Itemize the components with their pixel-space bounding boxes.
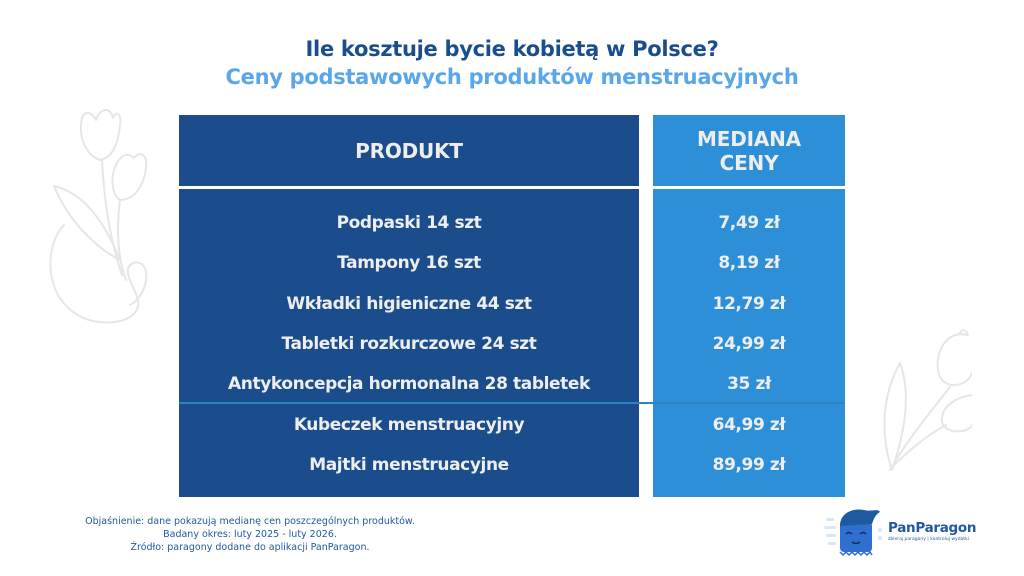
product-cell: Majtki menstruacyjne bbox=[309, 454, 509, 475]
column-header-product: PRODUKT bbox=[179, 115, 639, 186]
footnote-source: Źródło: paragony dodane do aplikacji Pan… bbox=[130, 542, 370, 553]
product-cell: Kubeczek menstruacyjny bbox=[293, 414, 525, 435]
tulip-decoration-right-icon bbox=[883, 329, 972, 471]
row-group-divider bbox=[179, 402, 845, 404]
product-cell: Tampony 16 szt bbox=[337, 253, 481, 274]
product-cell: Tabletki rozkurczowe 24 szt bbox=[281, 334, 537, 355]
page-title: Ile kosztuje bycie kobietą w Polsce? bbox=[305, 37, 719, 61]
tulip-decoration-left-icon bbox=[49, 109, 148, 324]
price-cell: 35 zł bbox=[727, 374, 771, 395]
product-cell: Wkładki higieniczne 44 szt bbox=[286, 293, 532, 314]
product-cell: Antykoncepcja hormonalna 28 tabletek bbox=[228, 374, 590, 395]
logo-tagline: zbieraj paragony | kontroluj wydatki bbox=[888, 537, 969, 542]
column-header-product-label: PRODUKT bbox=[355, 138, 463, 163]
column-header-price-line1: MEDIANA bbox=[697, 126, 801, 151]
footnote-explanation: Objaśnienie: dane pokazują medianę cen p… bbox=[85, 516, 415, 527]
product-cell: Podpaski 14 szt bbox=[336, 213, 482, 234]
price-cell: 7,49 zł bbox=[718, 213, 780, 234]
footnote-period: Badany okres: luty 2025 - luty 2026. bbox=[163, 529, 337, 540]
footnote: Objaśnienie: dane pokazują medianę cen p… bbox=[60, 515, 440, 554]
logo-name: PanParagon bbox=[888, 520, 977, 536]
column-header-median-price: MEDIANA CENY bbox=[653, 115, 845, 186]
product-column: Podpaski 14 szt Tampony 16 szt Wkładki h… bbox=[179, 189, 639, 497]
column-header-price-line2: CENY bbox=[719, 150, 779, 175]
price-cell: 24,99 zł bbox=[712, 334, 786, 355]
price-cell: 12,79 zł bbox=[712, 293, 786, 314]
page-subtitle: Ceny podstawowych produktów menstruacyjn… bbox=[225, 65, 799, 89]
price-column: 7,49 zł 8,19 zł 12,79 zł 24,99 zł 35 zł … bbox=[653, 189, 845, 497]
price-cell: 64,99 zł bbox=[712, 414, 786, 435]
price-cell: 8,19 zł bbox=[718, 253, 780, 274]
panparagon-logo: PanParagon zbieraj paragony | kontroluj … bbox=[824, 504, 977, 558]
mascot-face-icon bbox=[824, 509, 882, 557]
price-cell: 89,99 zł bbox=[712, 454, 786, 475]
